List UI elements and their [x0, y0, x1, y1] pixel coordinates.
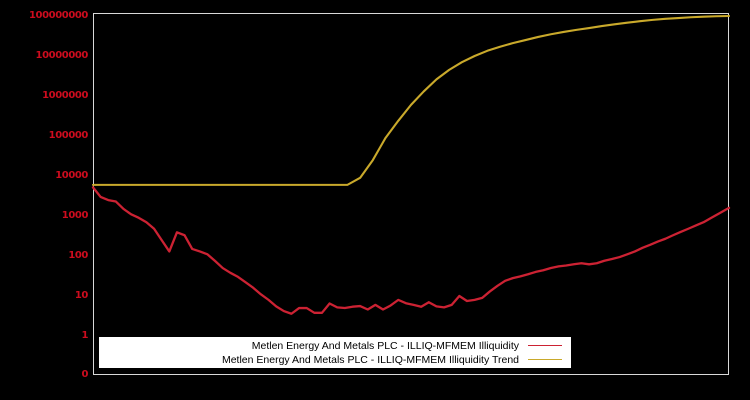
legend-swatch-illiquidity-trend-icon: [528, 359, 562, 360]
y-axis: 100000000 10000000 1000000 100000 10000 …: [0, 0, 88, 400]
y-axis-tick-label: 10000000: [35, 50, 89, 61]
plot-area: [93, 13, 729, 375]
legend-item-illiquidity: Metlen Energy And Metals PLC - ILLIQ-MFM…: [100, 339, 564, 353]
y-axis-tick-label: 100: [68, 250, 88, 261]
legend-label-illiquidity-trend: Metlen Energy And Metals PLC - ILLIQ-MFM…: [221, 353, 519, 366]
y-axis-tick-label: 100000: [48, 130, 89, 141]
legend-swatch-illiquidity-icon: [528, 345, 562, 346]
legend-item-illiquidity-trend: Metlen Energy And Metals PLC - ILLIQ-MFM…: [100, 353, 564, 367]
y-axis-tick-label: 10000: [55, 170, 88, 181]
y-axis-tick-label: 1000000: [42, 90, 88, 101]
y-axis-tick-label: 100000000: [28, 10, 88, 21]
legend-label-illiquidity: Metlen Energy And Metals PLC - ILLIQ-MFM…: [251, 339, 519, 352]
y-axis-tick-label: 0: [81, 369, 88, 380]
chart-legend: Metlen Energy And Metals PLC - ILLIQ-MFM…: [99, 337, 571, 368]
y-axis-tick-label: 1000: [61, 210, 89, 221]
y-axis-tick-label: 10: [74, 290, 89, 301]
y-axis-tick-label: 1: [81, 330, 88, 341]
